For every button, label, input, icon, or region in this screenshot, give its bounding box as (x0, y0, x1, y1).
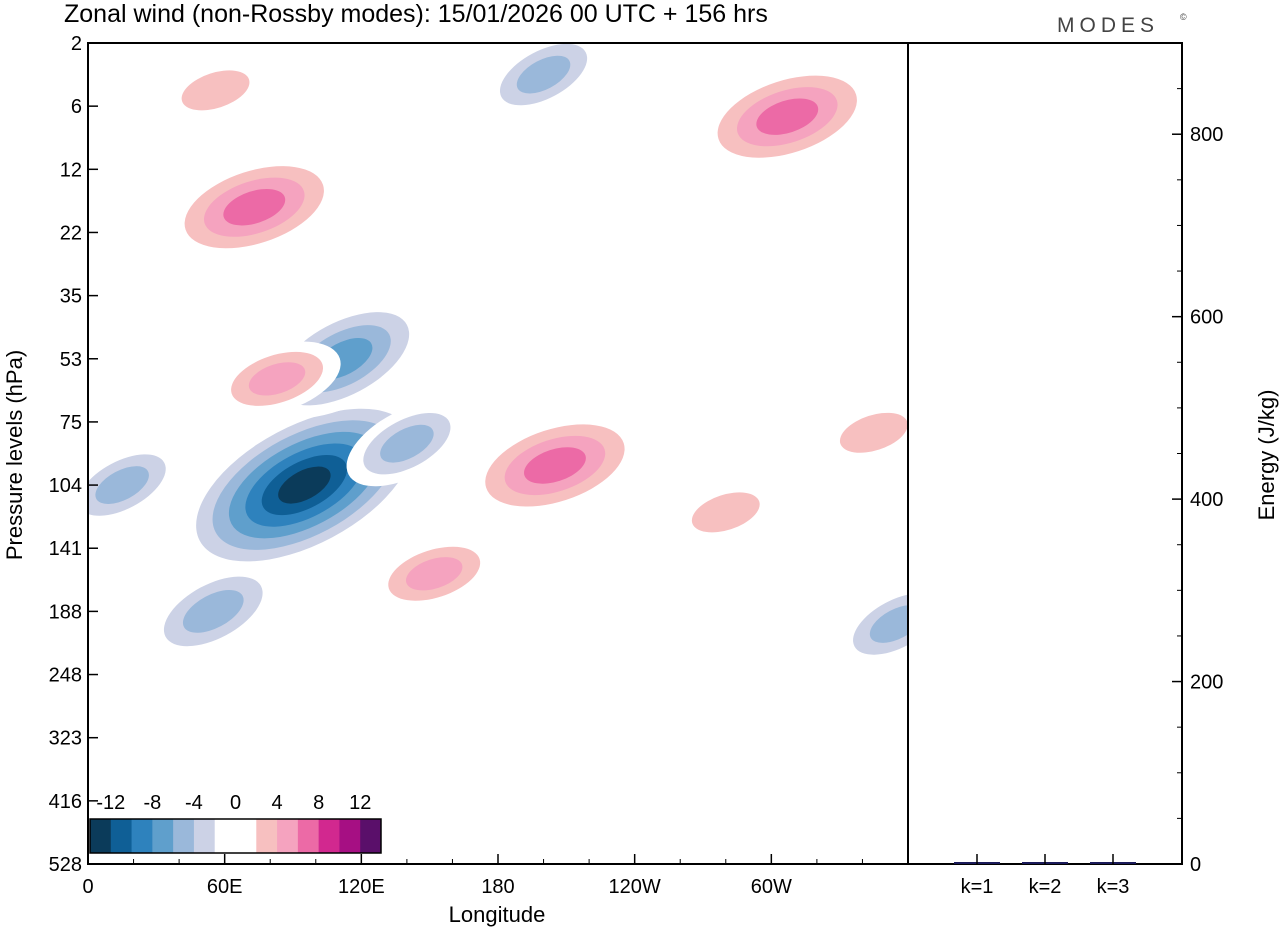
anomaly-negative-6 (483, 43, 604, 118)
x-tick-label: 60E (207, 876, 243, 898)
energy-category-label: k=3 (1097, 876, 1130, 898)
x-tick-label: 60W (751, 876, 792, 898)
anomaly-contour (95, 466, 149, 505)
y-axis-label: Pressure levels (hPa) (2, 350, 27, 560)
energy-bars: k=1 k=2 k=3 (954, 854, 1136, 898)
brand-logo: MODES (1057, 14, 1159, 37)
energy-tick-label: 200 (1190, 672, 1223, 694)
x-tick-label: 0 (82, 876, 93, 898)
colorbar-swatch (360, 819, 382, 853)
colorbar-swatch (297, 819, 320, 853)
heatmap-field (88, 43, 908, 667)
anomaly-contour (181, 70, 250, 111)
colorbar-swatch (256, 819, 278, 853)
x-tick-label: 120W (609, 876, 661, 898)
colorbar-swatch (131, 819, 153, 853)
colorbar-swatch (318, 819, 340, 853)
anomaly-positive-9 (370, 536, 498, 612)
anomaly-positive-10 (165, 154, 344, 260)
energy-panel-frame (907, 42, 1183, 865)
anomaly-positive-8 (465, 413, 644, 518)
energy-tick-label: 400 (1190, 489, 1223, 511)
colorbar: -12 -8 -4 0 4 8 12 (89, 792, 382, 854)
colorbar-swatch (90, 819, 112, 853)
anomaly-negative-7 (836, 581, 908, 667)
anomaly-positive-12 (160, 57, 271, 123)
x-tick-label: 180 (481, 876, 514, 898)
y-tick-label: 188 (49, 601, 82, 623)
y-tick-label: 323 (49, 728, 82, 750)
anomaly-contour (691, 492, 760, 533)
y-tick-label: 104 (49, 475, 82, 497)
anomaly-positive-11 (698, 64, 877, 170)
colorbar-swatch (339, 819, 361, 853)
anomaly-contour (524, 447, 586, 484)
y-tick-label: 35 (60, 286, 82, 308)
anomaly-contour (756, 98, 819, 135)
energy-axis-label: Energy (J/kg) (1254, 390, 1279, 521)
colorbar-swatch (110, 819, 132, 853)
energy-tick-label: 0 (1190, 854, 1201, 876)
anomaly-positive-14 (670, 479, 781, 545)
anomaly-contour (839, 412, 908, 453)
colorbar-label: -4 (185, 792, 203, 814)
y-tick-label: 2 (71, 33, 82, 55)
energy-tick-label: 600 (1190, 307, 1223, 329)
colorbar-label: 8 (313, 792, 324, 814)
brand-mark: © (1180, 12, 1187, 22)
anomaly-negative-3 (144, 563, 282, 660)
colorbar-label: 4 (272, 792, 283, 814)
energy-category-label: k=1 (961, 876, 994, 898)
colorbar-label: -8 (143, 792, 161, 814)
anomaly-contour (405, 557, 463, 591)
energy-axis: 0 200 400 600 800 (1172, 88, 1223, 876)
y-tick-label: 6 (71, 96, 82, 118)
y-tick-label: 416 (49, 791, 82, 813)
y-tick-label: 12 (60, 159, 82, 181)
colorbar-label: 12 (349, 792, 371, 814)
y-tick-label: 22 (60, 222, 82, 244)
colorbar-frame (89, 818, 382, 854)
anomaly-contour (223, 188, 286, 226)
anomaly-negative-4 (88, 442, 183, 528)
x-axis-label: Longitude (449, 902, 546, 927)
chart-title: Zonal wind (non-Rossby modes): 15/01/202… (64, 0, 768, 28)
colorbar-label: -12 (96, 792, 125, 814)
colorbar-swatch (152, 819, 174, 853)
energy-tick-label: 800 (1190, 124, 1223, 146)
anomaly-positive-13 (213, 341, 341, 417)
anomaly-positive-15 (818, 400, 908, 466)
colorbar-swatch (235, 819, 257, 853)
x-tick-label: 120E (338, 876, 385, 898)
colorbar-swatch (173, 819, 195, 853)
colorbar-swatch (214, 819, 236, 853)
anomaly-contour (869, 605, 908, 643)
y-tick-label: 528 (49, 854, 82, 876)
anomaly-contour (516, 55, 571, 94)
x-axis: 0 60E 120E 180 120W 60W (82, 854, 863, 898)
anomaly-negative-5 (346, 401, 468, 487)
colorbar-swatch (193, 819, 216, 853)
y-tick-label: 141 (49, 538, 82, 560)
y-axis: 2 6 12 22 35 53 75 104 141 188 248 323 416 528 (49, 33, 98, 876)
y-tick-label: 75 (60, 412, 82, 434)
y-tick-label: 248 (49, 665, 82, 687)
anomaly-contour (182, 590, 244, 633)
colorbar-swatch (277, 819, 299, 853)
energy-category-label: k=2 (1029, 876, 1062, 898)
y-tick-label: 53 (60, 349, 82, 371)
anomaly-contour (278, 466, 331, 504)
anomaly-contour (248, 362, 306, 396)
anomaly-contour (380, 424, 434, 463)
colorbar-label: 0 (230, 792, 241, 814)
